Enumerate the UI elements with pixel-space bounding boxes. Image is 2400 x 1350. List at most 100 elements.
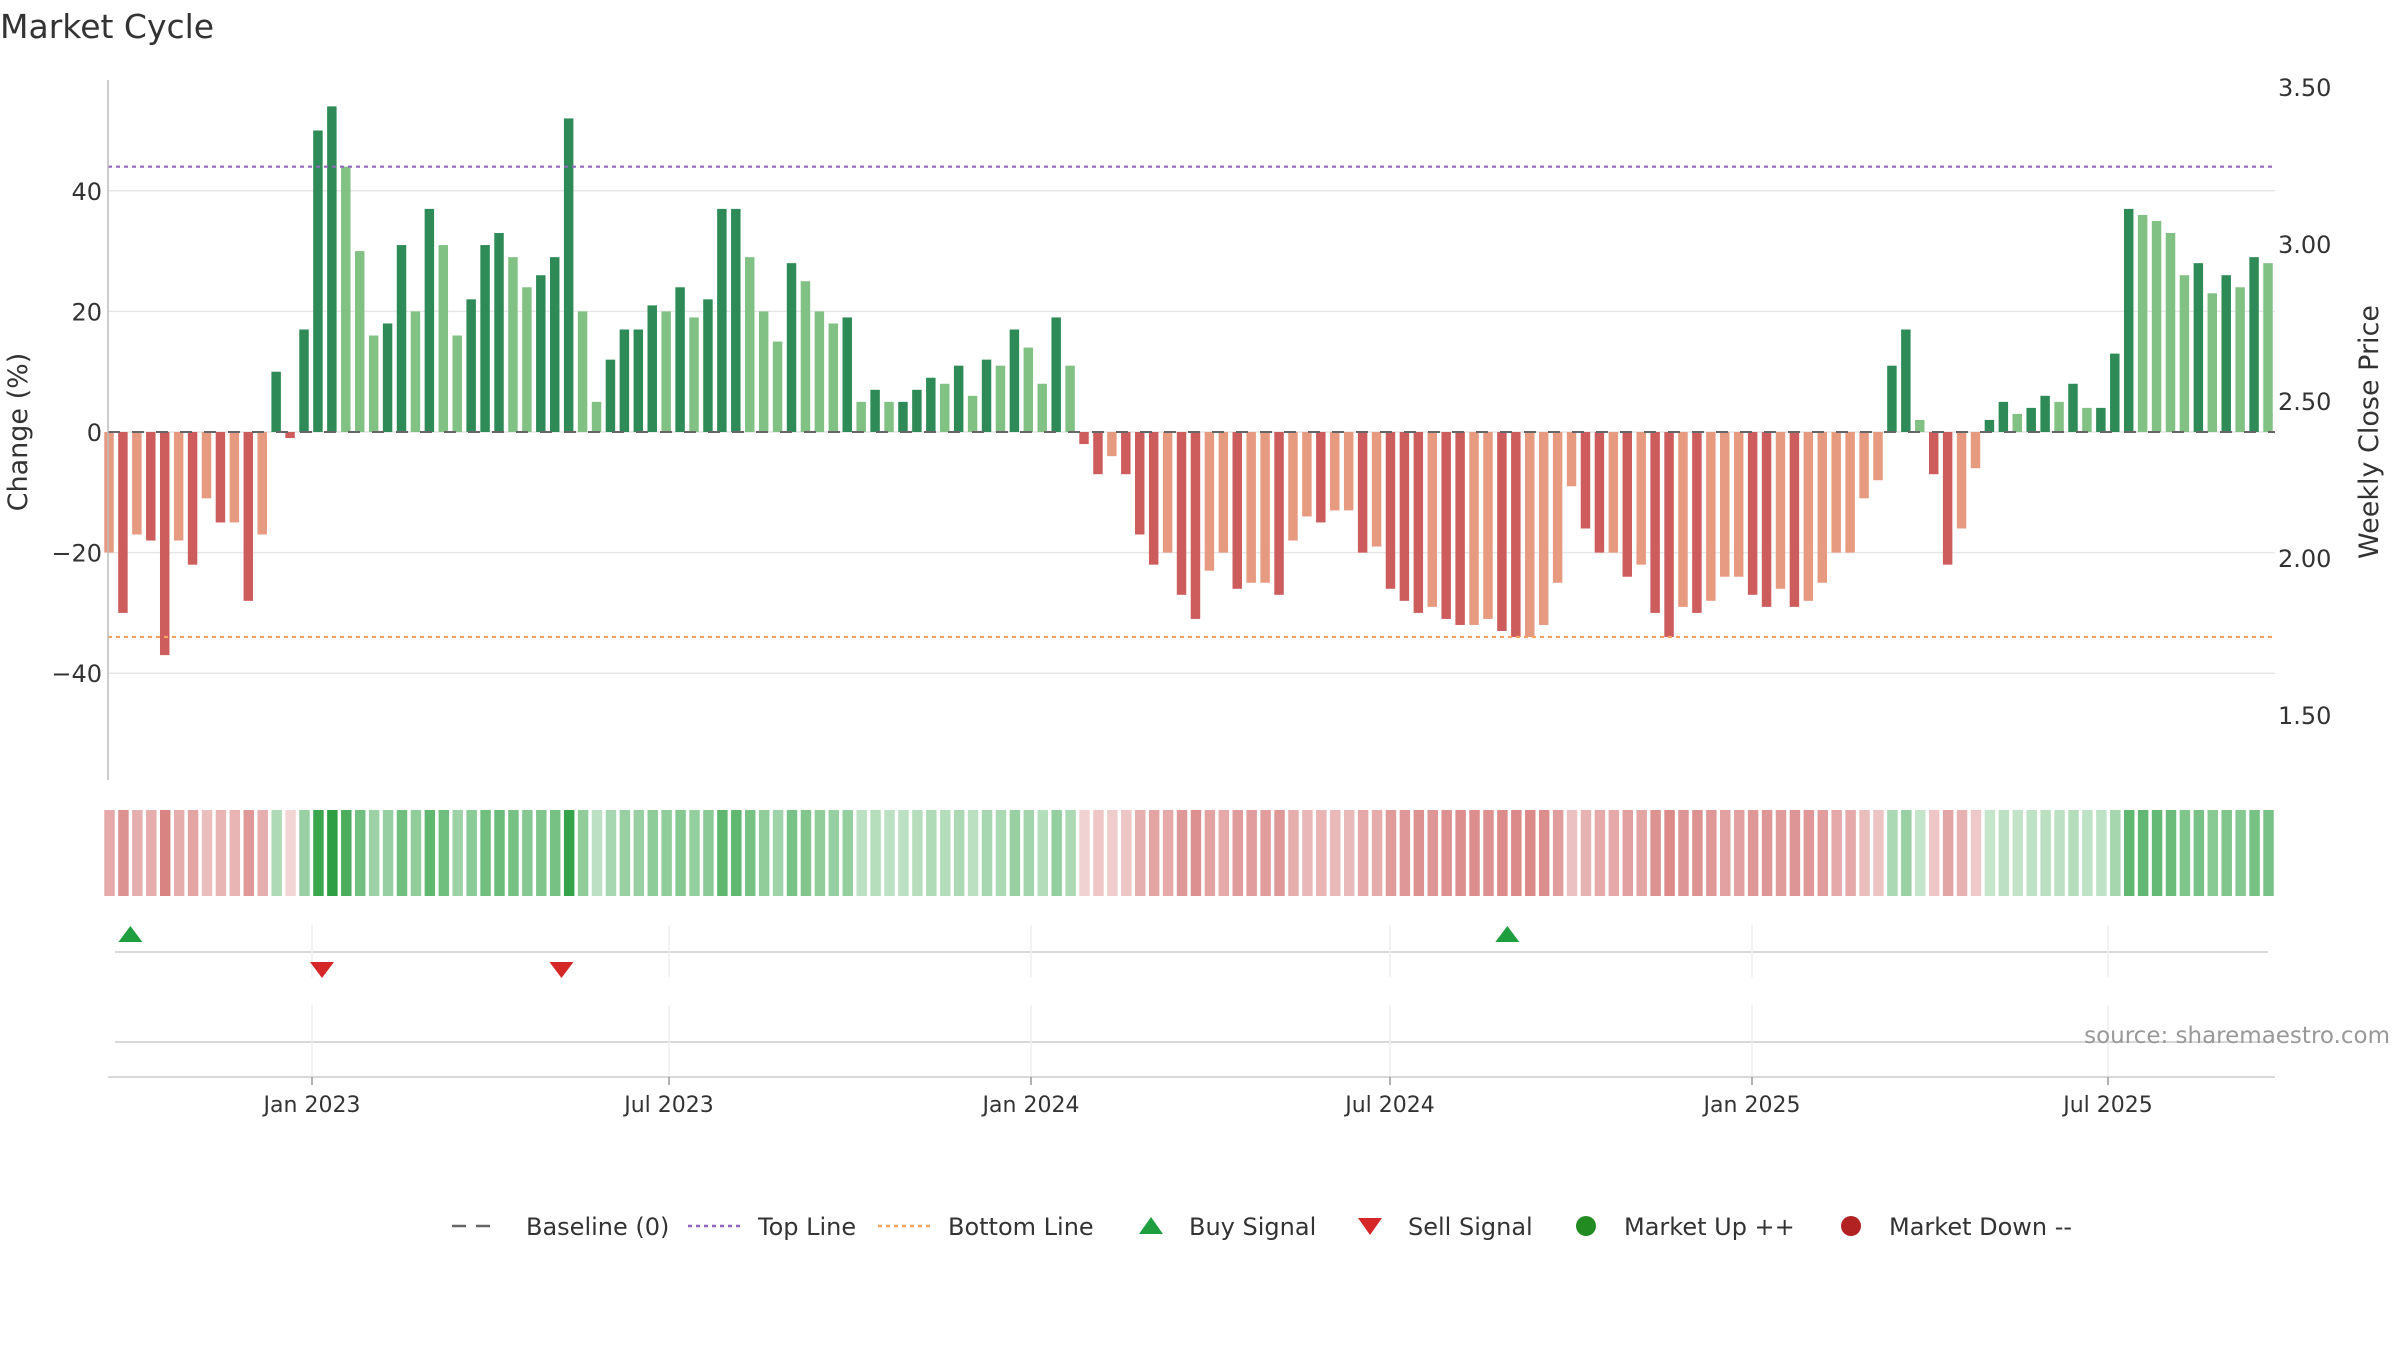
heat-cell: [967, 810, 979, 896]
heat-cell: [605, 810, 617, 896]
bar: [1385, 432, 1396, 589]
bar: [1204, 432, 1215, 571]
bar: [1594, 432, 1605, 553]
bar: [1942, 432, 1953, 565]
heat-cell: [2165, 810, 2177, 896]
heat-cell: [1970, 810, 1982, 896]
legend-circle-icon: [1841, 1216, 1861, 1236]
legend-item: Market Up ++: [1576, 1213, 1795, 1241]
bar: [1817, 432, 1828, 583]
heat-cell: [1622, 810, 1634, 896]
heat-cell: [1107, 810, 1118, 896]
heat-cell: [341, 810, 352, 896]
bar: [967, 395, 978, 432]
bar: [1873, 432, 1883, 481]
bar: [1706, 432, 1716, 601]
heat-cell: [466, 810, 477, 896]
bar: [1678, 432, 1688, 607]
bar: [1190, 432, 1201, 619]
bar: [661, 311, 671, 432]
x-axis: Jan 2023 Jul 2023 Jan 2024 Jul 2024 Jan 2025…: [108, 1076, 2275, 1118]
heat-strip: [104, 810, 2274, 896]
x-tick-label: Jul 2023: [622, 1093, 714, 1118]
bar: [1232, 432, 1242, 589]
legend-label: Buy Signal: [1189, 1213, 1316, 1241]
bar: [1552, 432, 1563, 583]
y-axis-label: Change (%): [3, 353, 34, 512]
bar: [243, 432, 254, 601]
heat-cell: [327, 810, 338, 896]
heat-cell: [2263, 810, 2274, 896]
bar: [438, 245, 449, 432]
heat-cell: [1775, 810, 1787, 896]
bar: [856, 401, 866, 432]
heat-cell: [2179, 810, 2191, 896]
bar: [2123, 208, 2134, 432]
heat-cell: [1566, 810, 1578, 896]
bar: [689, 317, 699, 432]
bar: [494, 233, 504, 432]
bar: [2179, 275, 2190, 432]
bar: [1121, 432, 1131, 475]
legend-item: Market Down --: [1841, 1213, 2072, 1241]
y-tick-label: 40: [71, 178, 102, 206]
heat-cell: [1747, 810, 1759, 896]
bar: [1483, 432, 1493, 619]
heat-cell: [1942, 810, 1954, 896]
bar: [758, 311, 769, 432]
heat-cell: [1162, 810, 1174, 896]
bar: [173, 432, 184, 541]
heat-cell: [1427, 810, 1438, 896]
heat-cell: [940, 810, 951, 896]
bar: [299, 329, 309, 432]
bar: [271, 371, 281, 432]
bar: [981, 359, 992, 432]
bar: [549, 257, 560, 432]
heat-cell: [1803, 810, 1815, 896]
bar: [1859, 432, 1869, 499]
heat-cell: [536, 810, 547, 896]
y2-tick-label: 3.50: [2278, 74, 2331, 102]
heat-cell: [675, 810, 686, 896]
bar: [786, 263, 797, 432]
bar: [898, 401, 908, 432]
heat-cell: [1789, 810, 1801, 896]
bar: [1566, 432, 1577, 487]
bar: [522, 287, 532, 432]
bar: [1135, 432, 1145, 535]
heat-cell: [549, 810, 561, 896]
bar: [1455, 432, 1465, 625]
bar: [884, 401, 894, 432]
heat-cell: [271, 810, 282, 896]
bar: [201, 432, 212, 499]
bar: [2026, 407, 2036, 432]
bar: [1915, 419, 1925, 432]
bar: [424, 208, 435, 432]
bar: [1274, 432, 1284, 595]
bar: [1650, 432, 1660, 613]
legend-triangle-down-icon: [1358, 1218, 1382, 1235]
bar: [1176, 432, 1187, 595]
heat-cell: [1399, 810, 1411, 896]
heat-cell: [1316, 810, 1327, 896]
heat-cell: [912, 810, 923, 896]
bar: [2012, 413, 2023, 432]
bar: [354, 251, 365, 432]
bar: [842, 317, 852, 432]
bar: [1956, 432, 1967, 529]
heat-cell: [1956, 810, 1968, 896]
heat-cell: [1385, 810, 1397, 896]
bar: [159, 432, 170, 656]
bar: [2193, 263, 2204, 432]
bar: [1775, 432, 1786, 589]
heat-cell: [382, 810, 394, 896]
bar: [285, 432, 295, 439]
heat-cell: [1204, 810, 1216, 896]
bar: [1733, 432, 1744, 577]
heat-cell: [368, 810, 380, 896]
heat-cell: [118, 810, 129, 896]
bar: [1413, 432, 1424, 613]
bar: [619, 329, 630, 432]
heat-cell: [1441, 810, 1452, 896]
heat-cell: [508, 810, 519, 896]
